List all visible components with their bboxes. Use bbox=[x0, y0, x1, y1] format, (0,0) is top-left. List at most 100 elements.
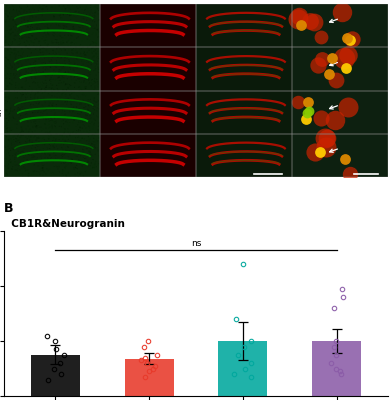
Point bbox=[17, 134, 23, 140]
Point bbox=[82, 85, 89, 92]
Point bbox=[68, 91, 74, 98]
Point bbox=[91, 25, 98, 32]
Point bbox=[43, 19, 49, 25]
Point bbox=[51, 40, 57, 46]
Point bbox=[2, 107, 8, 113]
Point bbox=[28, 117, 34, 124]
Point bbox=[73, 130, 79, 137]
Point bbox=[7, 159, 13, 166]
Point bbox=[16, 162, 22, 169]
Point bbox=[57, 96, 64, 102]
Point bbox=[49, 89, 55, 95]
Point bbox=[9, 13, 15, 20]
Point bbox=[48, 7, 54, 14]
Point bbox=[13, 39, 20, 45]
Point bbox=[86, 17, 92, 23]
Point bbox=[54, 154, 61, 161]
Point bbox=[76, 169, 83, 175]
Point bbox=[86, 110, 92, 116]
Point bbox=[44, 144, 51, 151]
Point bbox=[77, 94, 83, 100]
Point bbox=[93, 72, 100, 78]
Point bbox=[95, 48, 101, 55]
Point bbox=[57, 94, 63, 100]
Point bbox=[6, 33, 13, 40]
Point bbox=[36, 139, 42, 145]
Point bbox=[95, 128, 101, 134]
Point bbox=[63, 35, 69, 41]
Point bbox=[30, 47, 36, 54]
Point bbox=[44, 131, 50, 137]
Point bbox=[16, 57, 23, 63]
Point bbox=[16, 36, 22, 42]
Point bbox=[30, 158, 36, 165]
Point bbox=[30, 28, 36, 34]
Point bbox=[72, 2, 78, 8]
Point bbox=[89, 103, 95, 110]
Point bbox=[45, 151, 51, 157]
Point bbox=[36, 84, 42, 91]
Point bbox=[53, 39, 59, 46]
Point bbox=[63, 80, 69, 87]
Point bbox=[89, 141, 95, 147]
Point bbox=[10, 16, 16, 23]
Point bbox=[81, 72, 87, 78]
Point bbox=[61, 23, 67, 29]
Point bbox=[97, 20, 103, 26]
Point bbox=[58, 160, 64, 166]
Point bbox=[5, 56, 11, 63]
Point bbox=[15, 133, 21, 140]
Point bbox=[62, 61, 68, 67]
Point bbox=[4, 12, 10, 18]
Point bbox=[88, 114, 94, 121]
Bar bbox=[100, 134, 196, 177]
Point bbox=[333, 77, 339, 83]
Point bbox=[29, 64, 35, 70]
Point bbox=[49, 84, 56, 91]
Point bbox=[91, 102, 97, 108]
Point bbox=[34, 94, 41, 100]
Point bbox=[58, 152, 64, 159]
Point bbox=[32, 58, 38, 64]
Point bbox=[69, 110, 76, 117]
Point bbox=[23, 43, 29, 49]
Point bbox=[56, 164, 62, 170]
Point bbox=[9, 73, 15, 80]
Point bbox=[47, 117, 53, 124]
Point bbox=[16, 171, 22, 178]
Point bbox=[13, 51, 20, 58]
Point bbox=[67, 64, 73, 70]
Point bbox=[94, 130, 100, 136]
Point bbox=[74, 49, 80, 55]
Point bbox=[59, 65, 65, 71]
Point bbox=[22, 86, 28, 93]
Point bbox=[59, 133, 65, 139]
Point bbox=[5, 161, 12, 167]
Point bbox=[5, 165, 11, 171]
Point bbox=[94, 105, 100, 111]
Point bbox=[57, 156, 64, 162]
Point bbox=[23, 27, 29, 34]
Point bbox=[6, 30, 12, 36]
Point bbox=[4, 106, 10, 113]
Point bbox=[75, 133, 82, 140]
Point bbox=[94, 136, 100, 142]
Point bbox=[49, 20, 56, 26]
Point bbox=[24, 172, 31, 178]
Point bbox=[30, 14, 36, 20]
Point bbox=[90, 29, 96, 36]
Point bbox=[57, 12, 64, 18]
Point bbox=[51, 145, 57, 151]
Point bbox=[94, 6, 101, 12]
Point bbox=[91, 132, 98, 138]
Point bbox=[69, 118, 76, 125]
Point bbox=[1, 86, 7, 92]
Point bbox=[51, 115, 58, 122]
Point bbox=[78, 18, 85, 24]
Point bbox=[36, 88, 42, 95]
Point bbox=[73, 134, 79, 141]
Point bbox=[67, 64, 73, 70]
Point bbox=[54, 112, 60, 118]
Point bbox=[73, 44, 79, 50]
Point bbox=[58, 80, 64, 86]
